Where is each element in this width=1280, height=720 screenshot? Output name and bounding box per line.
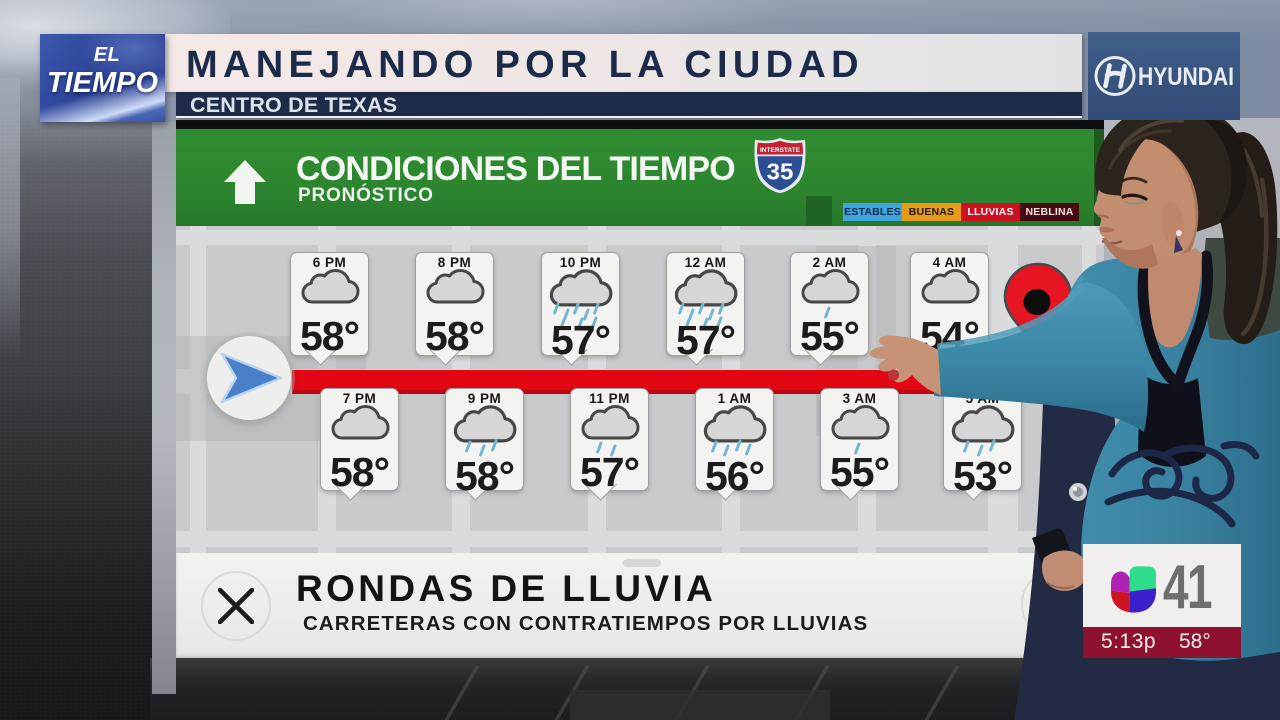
svg-text:HYUNDAI: HYUNDAI — [1138, 63, 1234, 91]
svg-text:INTERSTATE: INTERSTATE — [760, 147, 801, 154]
svg-text:35: 35 — [767, 159, 794, 184]
